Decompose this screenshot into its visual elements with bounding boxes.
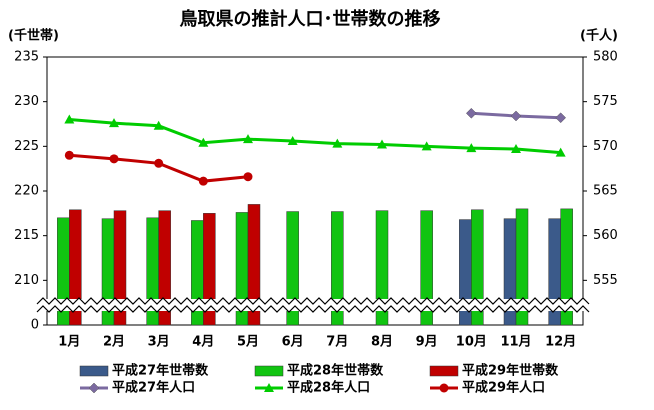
y-tick-label: 215 [14,228,39,243]
x-tick-label: 3月 [148,335,170,350]
line-marker [510,110,522,122]
y-tick-label: 235 [14,50,39,65]
y-tick-label: 210 [14,273,39,288]
bar [203,213,216,326]
line-marker [153,120,164,130]
bar [420,210,433,326]
line-marker [109,118,119,128]
bar [247,204,261,326]
y2-tick-label: 565 [593,184,618,199]
legend-swatch [429,365,459,377]
axis-break-gap [37,299,593,311]
legend-marker-group [439,383,449,393]
x-tick-label: 9月 [416,335,438,350]
line-marker [466,143,477,153]
legend-label: 平成27年世帯数 [112,363,209,379]
line-marker [332,138,343,148]
bar [69,209,82,326]
chart-title: 鳥取県の推計人口･世帯数の推移 [180,8,441,30]
line-marker [377,139,387,149]
y2-axis-label: (千人) [580,28,618,44]
legend-marker-group [264,383,274,392]
line-marker [264,383,274,392]
legend-label: 平成28年人口 [287,380,370,396]
bar [331,211,344,326]
x-tick-label: 4月 [192,335,214,350]
y-axis-label: (千世帯) [8,28,59,44]
bar [113,210,127,326]
line-marker [88,382,100,394]
x-tick-label: 5月 [237,335,259,350]
y2-tick-label: 575 [593,94,618,109]
x-tick-label: 11月 [500,335,531,350]
line-marker [109,154,119,164]
bar [560,208,573,326]
legend-swatch [79,365,109,377]
x-tick-label: 6月 [282,335,304,350]
line-marker [287,135,298,145]
x-tick-label: 10月 [456,335,487,350]
x-tick-label: 2月 [103,335,125,350]
line-marker [465,107,477,119]
line-marker [555,112,567,124]
x-tick-label: 12月 [545,335,576,350]
line-marker [439,383,449,393]
line-marker [555,147,566,157]
bar [286,211,299,326]
line-marker [154,158,164,168]
axis-break-line [36,297,590,305]
y2-tick-label: 555 [593,273,618,288]
x-tick-label: 7月 [326,335,348,350]
legend-swatch [254,365,284,377]
line [69,118,561,155]
axis-break-line [36,305,590,313]
line-marker [64,150,74,160]
line-marker [243,134,253,144]
bar [375,210,389,326]
legend-label: 平成29年世帯数 [462,363,559,379]
y2-tick-label: 580 [593,50,618,65]
line-marker [64,114,75,124]
line-marker [421,141,432,151]
line-marker [243,172,253,182]
x-tick-label: 1月 [58,335,80,350]
legend-label: 平成29年人口 [462,380,545,396]
y2-tick-label: 560 [593,228,618,243]
line-marker [198,137,209,147]
x-tick-label: 8月 [371,335,393,350]
line-marker [198,176,208,186]
line-marker [511,144,521,154]
bar [158,210,171,326]
y-tick-label: 0 [31,318,39,333]
y2-tick-label: 570 [593,139,618,154]
y-tick-label: 220 [14,184,39,199]
legend-marker-group [88,382,100,394]
bar [471,209,484,326]
y-tick-label: 225 [14,139,39,154]
legend-label: 平成27年人口 [112,380,195,396]
y-tick-label: 230 [14,94,39,109]
bar [515,208,529,326]
legend-label: 平成28年世帯数 [287,363,384,379]
